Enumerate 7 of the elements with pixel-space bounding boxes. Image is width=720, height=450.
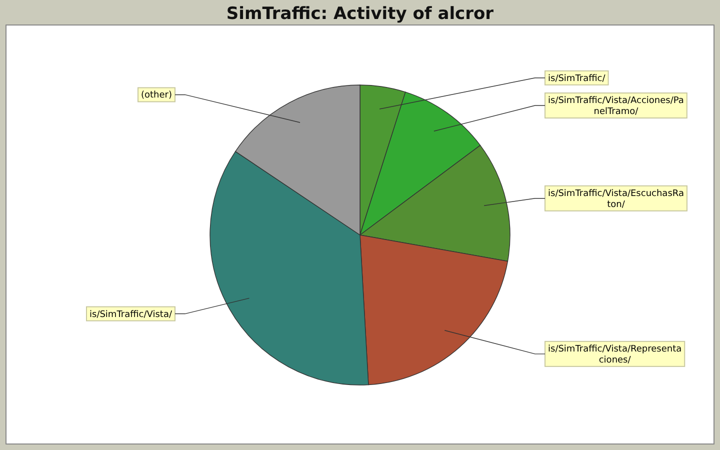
slice-label: (other) bbox=[141, 90, 172, 101]
slice-label: is/SimTraffic/ bbox=[548, 74, 606, 84]
slice-label: is/SimTraffic/Vista/ bbox=[90, 310, 173, 320]
chart-title: SimTraffic: Activity of alcror bbox=[226, 4, 494, 24]
slice-label: is/SimTraffic/Vista/Representaciones/ bbox=[548, 344, 682, 366]
slice-label: is/SimTraffic/Vista/EscuchasRaton/ bbox=[548, 188, 684, 210]
slice-label: is/SimTraffic/Vista/Acciones/PanelTramo/ bbox=[548, 96, 684, 117]
